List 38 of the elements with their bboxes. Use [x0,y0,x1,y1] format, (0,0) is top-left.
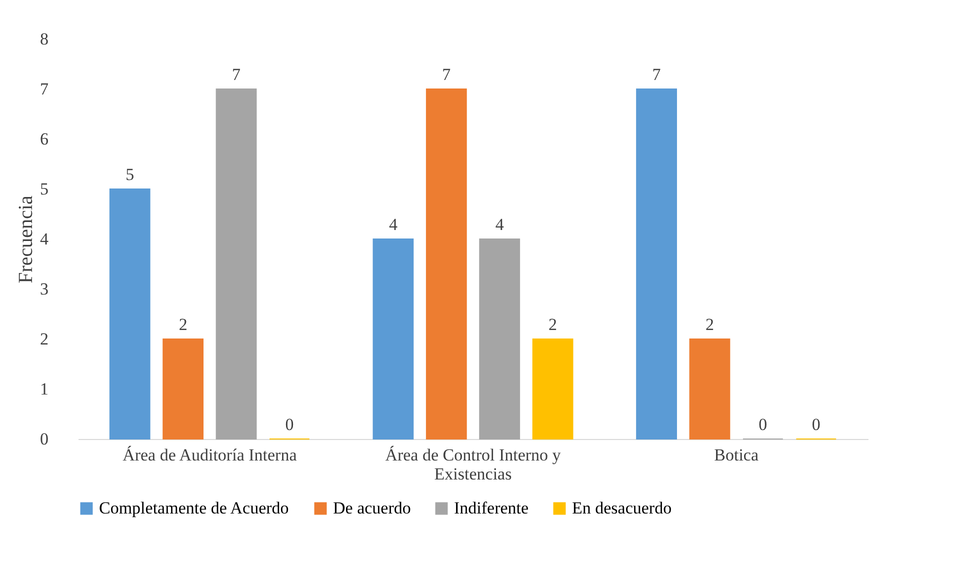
y-tick-label: 8 [40,30,48,48]
bar [216,88,257,440]
data-label: 7 [652,65,662,84]
bar [636,88,677,440]
y-tick-label: 1 [40,380,48,398]
data-label: 4 [388,215,398,234]
data-label: 0 [285,415,294,434]
data-label: 0 [812,415,820,434]
bar [372,238,414,440]
legend-label: Completamente de Acuerdo [99,498,289,518]
legend-label: En desacuerdo [572,498,672,518]
y-tick-label: 0 [40,430,48,448]
data-label: 2 [178,315,188,334]
y-tick-label: 4 [40,230,49,248]
data-label: 5 [126,165,134,184]
data-label: 0 [758,415,768,434]
legend-label: De acuerdo [333,498,411,518]
x-tick-label: Botica [714,446,759,464]
y-tick-label: 6 [40,130,48,148]
bar [109,188,150,440]
x-tick-label: Área de Control Interno y Existencias [385,446,562,484]
x-tick-label: Área de Auditoría Interna [122,446,298,464]
bar [689,338,730,440]
y-tick-label: 5 [40,180,48,198]
y-tick-label: 7 [40,80,49,98]
y-tick-label: 2 [40,330,48,348]
data-label: 2 [548,315,558,334]
legend-label: Indiferente [454,498,529,518]
data-label: 7 [442,65,452,84]
bar [532,338,574,440]
bar [426,88,467,440]
data-label: 4 [495,215,504,234]
data-label: 2 [705,315,714,334]
data-label: 7 [232,65,242,84]
bar [162,338,204,440]
y-axis-title: Frecuencia [15,196,37,284]
bar [479,238,520,440]
y-tick-label: 3 [40,280,48,298]
